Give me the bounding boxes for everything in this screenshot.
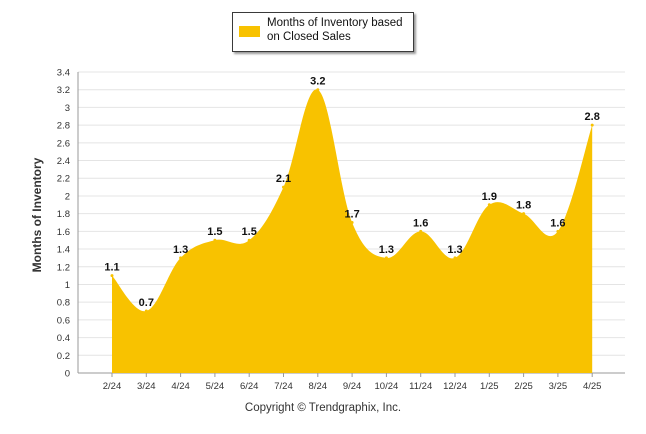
data-point <box>213 238 217 242</box>
legend-swatch <box>239 26 260 37</box>
data-label: 3.2 <box>310 76 325 88</box>
x-tick-label: 6/24 <box>240 381 259 392</box>
legend: Months of Inventory based on Closed Sale… <box>232 12 414 52</box>
data-point <box>556 229 560 233</box>
data-label: 1.6 <box>413 217 428 229</box>
data-point <box>590 123 594 127</box>
y-tick-label: 3 <box>65 103 70 114</box>
y-tick-label: 2.2 <box>57 174 70 185</box>
data-label: 1.3 <box>173 244 188 256</box>
y-tick-label: 3.2 <box>57 85 70 96</box>
data-label: 1.7 <box>344 209 359 221</box>
data-label: 2.1 <box>276 173 291 185</box>
data-point <box>110 274 114 278</box>
x-tick-label: 8/24 <box>309 381 328 392</box>
data-point <box>316 88 320 92</box>
data-point <box>144 309 148 313</box>
x-tick-label: 5/24 <box>206 381 225 392</box>
y-tick-label: 2.6 <box>57 138 70 149</box>
y-tick-label: 2 <box>65 191 70 202</box>
data-label: 1.3 <box>379 244 394 256</box>
data-point <box>487 203 491 207</box>
x-tick-label: 3/24 <box>137 381 156 392</box>
x-tick-label: 10/24 <box>375 381 399 392</box>
x-tick-label: 4/24 <box>171 381 190 392</box>
data-point <box>247 238 251 242</box>
data-point <box>282 185 285 189</box>
data-label: 1.1 <box>104 262 119 274</box>
x-tick-label: 7/24 <box>274 381 293 392</box>
y-tick-label: 1.4 <box>57 245 70 256</box>
data-point <box>384 256 388 260</box>
x-tick-label: 12/24 <box>443 381 467 392</box>
data-point <box>350 221 354 224</box>
y-tick-label: 0.8 <box>57 298 70 309</box>
y-tick-label: 1.8 <box>57 209 70 220</box>
data-label: 1.5 <box>242 226 257 238</box>
x-tick-label: 4/25 <box>583 381 602 392</box>
x-tick-label: 2/25 <box>514 381 533 392</box>
y-tick-label: 0 <box>65 369 70 380</box>
y-tick-label: 1.6 <box>57 227 70 238</box>
data-label: 1.3 <box>447 244 462 256</box>
y-tick-label: 2.4 <box>57 156 70 167</box>
data-label: 2.8 <box>585 111 600 123</box>
data-label: 1.5 <box>207 226 222 238</box>
x-tick-label: 9/24 <box>343 381 362 392</box>
data-point <box>179 256 183 260</box>
data-label: 1.8 <box>516 200 531 212</box>
x-tick-label: 1/25 <box>480 381 499 392</box>
legend-label: Months of Inventory based on Closed Sale… <box>267 17 403 43</box>
series-area <box>112 89 593 373</box>
y-tick-label: 1 <box>65 280 70 291</box>
y-tick-label: 0.6 <box>57 315 70 326</box>
data-label: 1.9 <box>482 191 497 203</box>
y-axis-title: Months of Inventory <box>30 157 44 273</box>
data-label: 1.6 <box>550 217 565 229</box>
copyright-text: Copyright © Trendgraphix, Inc. <box>244 402 402 414</box>
x-tick-label: 11/24 <box>409 381 432 392</box>
data-label: 0.7 <box>139 297 154 309</box>
data-point <box>419 229 423 233</box>
y-tick-label: 1.2 <box>57 262 70 273</box>
y-tick-label: 0.2 <box>57 351 70 362</box>
y-tick-label: 2.8 <box>57 121 70 132</box>
y-tick-label: 0.4 <box>57 333 70 344</box>
x-tick-label: 2/24 <box>103 381 122 392</box>
y-tick-label: 3.4 <box>57 68 70 79</box>
data-point <box>453 256 457 260</box>
x-tick-label: 3/25 <box>549 381 568 392</box>
data-point <box>522 212 526 216</box>
